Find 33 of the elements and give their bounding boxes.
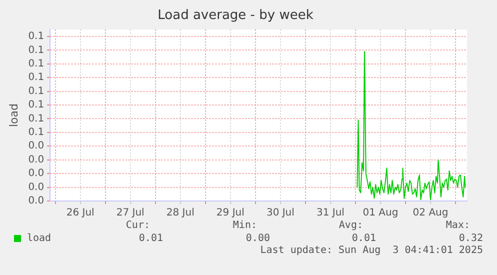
y-tick-label: 0.1 (28, 127, 44, 138)
text: 0.01 (138, 233, 163, 244)
y-tick-label: 0.0 (28, 154, 44, 166)
y-axis-title: load (7, 104, 20, 128)
text: Avg: (338, 220, 363, 231)
text: 0.00 (244, 233, 270, 244)
y-tick-label: 0.0 (28, 140, 44, 152)
y-tick-label: 0.1 (28, 113, 44, 124)
x-tick-label: 02 Aug (412, 208, 448, 219)
x-tick-label: 01 Aug (362, 208, 398, 219)
x-tick-label: 31 Jul (316, 208, 344, 219)
x-tick-label: 29 Jul (216, 208, 244, 219)
y-tick-label: 0.1 (28, 58, 44, 70)
y-tick-label: 0.1 (28, 72, 44, 84)
y-tick-label: 0.0 (28, 196, 44, 207)
y-tick-label: 0.1 (28, 31, 44, 42)
text: 0.32 (458, 233, 483, 244)
y-tick-label: 0.0 (28, 182, 44, 193)
legend-label: load (27, 233, 52, 244)
text: Cur: (124, 220, 150, 231)
chart-title: Load average - by week (158, 8, 314, 24)
x-tick-label: 28 Jul (166, 208, 194, 219)
text: Max: (444, 220, 470, 231)
y-tick-label: 0.1 (28, 86, 44, 97)
y-tick-label: 0.1 (28, 100, 44, 111)
x-tick-label: 27 Jul (116, 208, 144, 219)
text: 0.01 (350, 233, 376, 244)
text: Last update: Sun Aug 3 04:41:01 2025 (260, 245, 483, 256)
x-tick-label: 26 Jul (66, 208, 94, 219)
y-tick-label: 0.1 (28, 44, 44, 56)
y-tick-label: 0.0 (28, 168, 44, 180)
text: Min: (232, 220, 257, 231)
x-tick-label: 30 Jul (266, 208, 294, 219)
